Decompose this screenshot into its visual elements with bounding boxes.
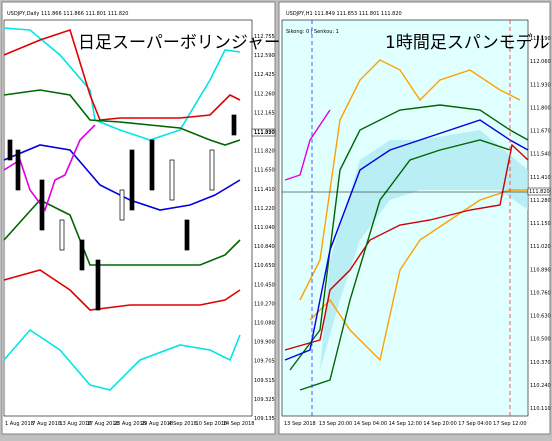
x-tick-label: 4 Sep 2018 [168, 421, 197, 427]
y-tick-label: 109.705 [254, 359, 275, 365]
y-tick-label: 112.165 [254, 110, 275, 116]
x-tick-label: 10 Sep 2018 [196, 421, 228, 427]
x-tick-label: 29 Aug 2018 [141, 421, 173, 427]
y-tick-label: 111.990 [254, 130, 275, 136]
y-tick-label: 111.020 [530, 244, 551, 250]
y-tick-label: 112.590 [254, 53, 275, 59]
left-y-axis: 112.755 112.590 112.425 112.260 112.165 111.9… [254, 34, 275, 422]
y-tick-label: 111.670 [530, 129, 551, 135]
y-tick-label: 110.500 [530, 337, 551, 343]
y-tick-label: 111.220 [254, 206, 275, 212]
x-tick-label: 14 Sep 2018 [223, 421, 255, 427]
price-box [251, 128, 276, 137]
x-tick-label: 14 Sep 04:00 [354, 421, 387, 427]
y-tick-label: 111.040 [254, 225, 275, 231]
y-tick-label: 109.900 [254, 340, 275, 346]
y-tick-label: 111.820 [254, 149, 275, 155]
y-tick-label: 111.410 [254, 187, 275, 193]
y-tick-label: 111.150 [530, 221, 551, 227]
y-tick-label: 109.325 [254, 397, 275, 403]
y-tick-label: 111.280 [530, 198, 551, 204]
x-tick-label: 23 Aug 2018 [114, 421, 146, 427]
y-tick-label: 112.060 [530, 59, 551, 65]
y-tick-label: 110.630 [530, 314, 551, 320]
x-tick-label: 7 Aug 2018 [32, 421, 61, 427]
y-tick-label: 109.135 [254, 416, 275, 422]
y-tick-label: 110.890 [530, 267, 551, 273]
price-box [527, 187, 551, 196]
x-tick-label: 14 Sep 12:00 [389, 421, 422, 427]
left-price-label: 111.820 [254, 130, 275, 136]
y-tick-label: 110.760 [530, 290, 551, 296]
right-x-axis: 13 Sep 2018 13 Sep 20:00 14 Sep 04:00 14 Se… [284, 421, 527, 427]
y-tick-label: 112.190 [530, 36, 551, 42]
cloud [320, 130, 528, 370]
y-tick-label: 112.425 [254, 72, 275, 78]
left-candles [7, 114, 237, 311]
y-tick-label: 111.410 [530, 175, 551, 181]
y-tick-label: 110.080 [254, 321, 275, 327]
y-tick-label: 110.110 [530, 406, 551, 412]
x-tick-label: 13 Sep 2018 [284, 421, 316, 427]
y-tick-label: 110.370 [530, 360, 551, 366]
y-tick-label: 109.515 [254, 378, 275, 384]
y-tick-label: 110.650 [254, 263, 275, 269]
x-tick-label: 1 Aug 2018 [5, 421, 34, 427]
y-tick-label: 112.260 [254, 91, 275, 97]
x-tick-label: 17 Sep 12:00 [493, 421, 526, 427]
y-tick-label: 112.755 [254, 34, 275, 40]
right-y-axis: 112.190 112.060 111.930 111.800 111.670 111.5… [530, 36, 551, 412]
left-bands [3, 27, 241, 391]
x-tick-label: 17 Aug 2018 [87, 421, 119, 427]
left-header: USDJPY,Daily 111.866 111.866 111.801 111… [7, 11, 128, 17]
left-plot [3, 19, 253, 417]
right-title: 1時間足スパンモデル [385, 32, 550, 53]
y-tick-label: 110.840 [254, 244, 275, 250]
y-tick-label: 111.650 [254, 168, 275, 174]
x-tick-label: 14 Sep 20:00 [423, 421, 456, 427]
x-tick-label: 17 Sep 04:00 [458, 421, 491, 427]
right-plot [281, 19, 529, 417]
right-header: USDJPY,H1 111.849 111.853 111.801 111.82… [286, 11, 402, 17]
y-tick-label: 110.270 [254, 301, 275, 307]
right-subheader: Sikong: 0 | Senkou: 1 [286, 29, 339, 35]
y-tick-label: 111.930 [530, 82, 551, 88]
y-tick-label: 111.800 [530, 105, 551, 111]
y-tick-label: 110.450 [254, 282, 275, 288]
y-tick-label: 111.540 [530, 152, 551, 158]
y-tick-label: 110.240 [530, 383, 551, 389]
x-tick-label: 13 Sep 20:00 [319, 421, 352, 427]
right-lines [284, 59, 529, 391]
right-price-label: 111.820 [529, 189, 550, 195]
x-tick-label: 13 Aug 2018 [59, 421, 91, 427]
left-title: 日足スーパーボリンジャー [78, 33, 281, 53]
